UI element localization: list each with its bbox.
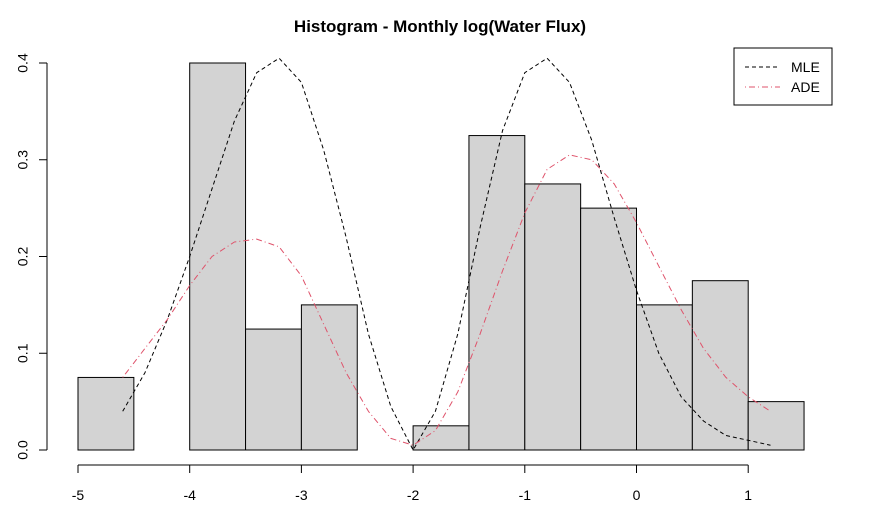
histogram-bar-10 xyxy=(636,304,693,451)
y-tick-label-1: 0.1 xyxy=(15,343,31,363)
y-tick-label-4: 0.4 xyxy=(15,53,31,73)
histogram-bar-11 xyxy=(691,280,749,451)
y-tick-label-2: 0.2 xyxy=(15,247,31,267)
y-axis: 0.0 0.1 0.2 0.3 0.4 xyxy=(15,53,48,460)
legend-box xyxy=(733,47,833,106)
y-tick-label-0: 0.0 xyxy=(15,440,31,460)
histogram-bar-0 xyxy=(77,376,135,451)
x-tick-label-1: -4 xyxy=(183,487,196,503)
x-tick-label-2: -3 xyxy=(295,487,308,503)
x-tick-label-3: -2 xyxy=(407,487,420,503)
histogram-bar-6 xyxy=(412,425,470,451)
histogram-bar-9 xyxy=(580,207,638,451)
histogram-bar-4 xyxy=(300,304,358,451)
x-tick-label-4: -1 xyxy=(519,487,532,503)
histogram-bar-8 xyxy=(524,183,582,451)
histogram-bar-7 xyxy=(468,135,526,451)
legend-label-ade: ADE xyxy=(791,79,820,95)
histogram-bar-2 xyxy=(189,62,247,451)
histogram-bar-12 xyxy=(747,401,805,451)
x-tick-label-0: -5 xyxy=(72,487,85,503)
x-axis: -5 -4 -3 -2 -1 0 1 xyxy=(72,464,752,503)
x-tick-label-6: 1 xyxy=(744,487,752,503)
chart-title: Histogram - Monthly log(Water Flux) xyxy=(294,17,586,36)
legend: MLE ADE xyxy=(733,47,833,106)
legend-label-mle: MLE xyxy=(791,59,820,75)
y-tick-label-3: 0.3 xyxy=(15,150,31,170)
x-tick-label-5: 0 xyxy=(633,487,641,503)
histogram-bar-3 xyxy=(245,328,302,451)
bars-layer xyxy=(77,62,805,451)
